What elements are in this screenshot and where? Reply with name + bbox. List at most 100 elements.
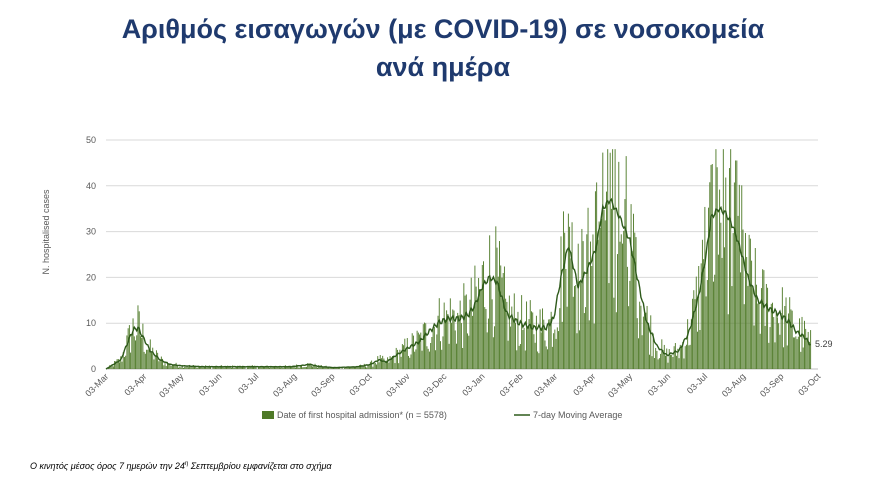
daily-bar [800,351,802,369]
daily-bar [453,310,455,369]
daily-bar [786,345,788,369]
daily-bar [649,354,650,369]
daily-bar [447,314,449,369]
daily-bar [399,349,401,369]
daily-bar [460,323,462,369]
daily-bar [476,300,478,369]
daily-bar [346,367,348,369]
daily-bar [628,306,630,369]
daily-bar [612,149,614,369]
daily-bar [253,366,255,369]
daily-bar [748,234,750,369]
daily-bar [168,364,170,369]
daily-bar [170,365,172,369]
daily-bar [132,318,134,369]
daily-bar [613,297,615,369]
daily-bar [484,307,486,369]
daily-bar [457,312,459,369]
x-tick-label: 03-May [606,371,635,400]
daily-bar [292,366,294,369]
daily-bar [422,324,424,369]
daily-bar [299,365,301,369]
daily-bar [181,365,183,369]
daily-bar [522,329,524,369]
daily-bar [159,359,161,369]
daily-bar [722,149,724,369]
daily-bar [174,365,176,369]
daily-bar [228,366,230,369]
daily-bar [230,367,232,369]
daily-bar [642,316,644,369]
daily-bar [409,357,411,369]
daily-bar [444,319,446,369]
x-tick-label: 03-Aug [720,371,748,399]
daily-bar [644,314,646,369]
daily-bar [769,327,771,369]
daily-bar [452,309,454,369]
daily-bar [206,367,208,369]
daily-bar [202,367,204,369]
daily-bar [538,353,540,369]
daily-bar [389,356,391,369]
daily-bar [709,182,711,369]
daily-bar [506,301,508,369]
daily-bar [436,334,438,369]
daily-bar [298,367,300,369]
x-tick-label: 03-Aug [271,371,299,399]
daily-bar [130,352,132,369]
x-tick-label: 03-Oct [796,371,823,398]
daily-bar [594,191,596,369]
daily-bar [361,365,363,369]
daily-bar [151,352,152,369]
daily-bar [142,323,144,369]
daily-bar [435,350,437,369]
x-tick-label: 03-Nov [384,371,412,399]
daily-bar [485,309,487,369]
daily-bar [421,350,423,369]
daily-bar [592,234,594,369]
daily-bar [275,367,277,369]
daily-bar [618,161,620,369]
daily-bar [572,296,574,369]
daily-bar [796,339,798,369]
daily-bar [240,367,242,369]
daily-bar [186,366,188,369]
x-tick-label: 03-Dec [421,371,449,399]
daily-bar [169,363,171,369]
daily-bar [551,346,553,369]
daily-bar [678,358,680,369]
daily-bar [449,298,451,369]
x-tick-label: 03-Mar [83,371,110,398]
daily-bar [759,333,761,369]
daily-bar [673,346,675,369]
daily-bar [432,328,434,369]
footnote-superscript: η [184,461,189,467]
daily-bar [176,365,178,369]
daily-bar [556,327,558,369]
daily-bar [703,259,705,369]
daily-bar [173,365,175,369]
daily-bar [454,330,456,369]
daily-bar [417,332,419,369]
daily-bar [210,366,211,369]
daily-bar [795,336,797,369]
daily-bar [465,294,467,369]
daily-bar [668,349,670,369]
daily-bar [586,234,588,369]
daily-bar [312,366,314,369]
daily-bar [309,363,311,369]
daily-bar [565,269,567,369]
x-tick-label: 03-Sep [309,371,337,399]
daily-bar [688,345,690,369]
daily-bar [778,323,780,369]
daily-bar [463,283,465,369]
daily-bar [527,329,529,369]
daily-bar [571,222,573,369]
daily-bar [393,356,395,369]
daily-bar [456,343,457,369]
daily-bar [559,308,561,369]
daily-bar [672,357,674,369]
daily-bar [516,350,518,369]
daily-bar [714,274,716,369]
daily-bar [437,315,439,369]
